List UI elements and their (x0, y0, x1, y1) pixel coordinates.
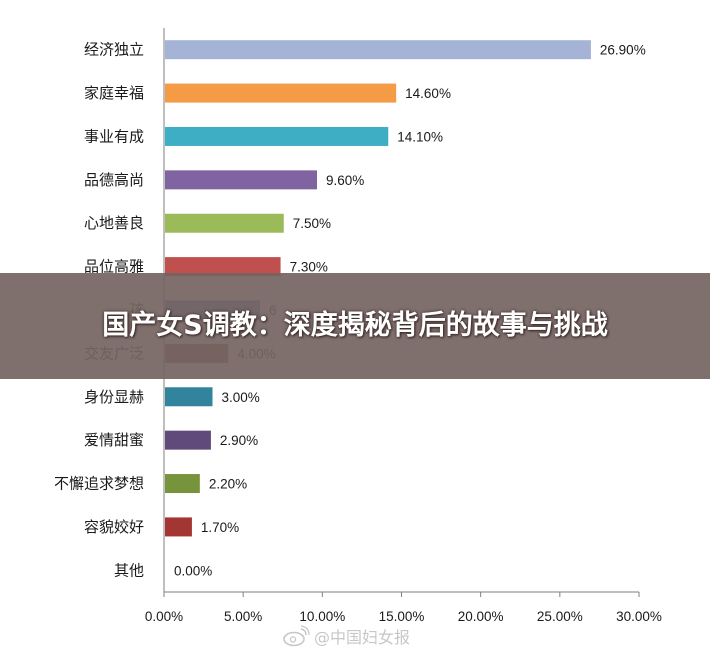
bar-3 (165, 126, 389, 146)
bar-5 (165, 213, 284, 233)
value-label-1: 26.90% (600, 43, 646, 58)
bar-4 (165, 170, 317, 190)
bar-12 (165, 517, 192, 537)
x-tick-label-3: 10.00% (299, 609, 345, 624)
category-label-9: 身份显赫 (84, 388, 144, 406)
category-label-5: 心地善良 (84, 214, 144, 232)
category-label-4: 品德高尚 (84, 171, 144, 189)
value-label-9: 3.00% (222, 390, 260, 405)
category-label-1: 经济独立 (84, 41, 144, 59)
value-label-5: 7.50% (293, 216, 331, 231)
value-label-10: 2.90% (220, 433, 258, 448)
category-label-10: 爱情甜蜜 (84, 431, 144, 449)
bar-6 (165, 257, 281, 277)
title-banner: 国产女S调教：深度揭秘背后的故事与挑战 (0, 273, 710, 379)
category-label-2: 家庭幸福 (84, 84, 144, 102)
value-label-4: 9.60% (326, 173, 364, 188)
category-label-12: 容貌姣好 (84, 518, 144, 536)
x-tick-label-6: 25.00% (537, 609, 583, 624)
x-tick-label-7: 30.00% (616, 609, 662, 624)
x-tick-label-5: 20.00% (458, 609, 504, 624)
watermark-text: @中国妇女报 (314, 628, 411, 647)
overlay-title: 国产女S调教：深度揭秘背后的故事与挑战 (102, 310, 608, 341)
bar-2 (165, 83, 397, 103)
bar-9 (165, 387, 213, 407)
category-label-13: 其他 (114, 561, 144, 579)
category-label-3: 事业有成 (84, 127, 144, 145)
x-ticks-group: 0.00% 5.00% 10.00% 15.00% 20.00% 25.00% 30.00% (145, 592, 662, 624)
bar-1 (165, 40, 591, 60)
value-label-6: 7.30% (290, 260, 328, 275)
category-label-6: 品位高雅 (84, 258, 144, 276)
watermark: @中国妇女报 (282, 623, 482, 649)
bar-11 (165, 474, 200, 494)
value-label-13: 0.00% (174, 563, 212, 578)
bar-10 (165, 430, 211, 450)
category-label-11: 不懈追求梦想 (54, 475, 144, 493)
value-label-2: 14.60% (405, 86, 451, 101)
value-label-3: 14.10% (397, 129, 443, 144)
value-labels-group: 26.90%14.60%14.10%9.60%7.50%7.30%64.00%3… (174, 43, 646, 579)
weibo-icon (283, 625, 310, 647)
value-label-11: 2.20% (209, 477, 247, 492)
x-tick-label-2: 5.00% (224, 609, 262, 624)
x-tick-label-1: 0.00% (145, 609, 183, 624)
x-tick-label-4: 15.00% (379, 609, 425, 624)
category-labels-group: 经济独立家庭幸福事业有成品德高尚心地善良品位高雅孩交友广泛身份显赫爱情甜蜜不懈追… (54, 41, 144, 580)
value-label-12: 1.70% (201, 520, 239, 535)
